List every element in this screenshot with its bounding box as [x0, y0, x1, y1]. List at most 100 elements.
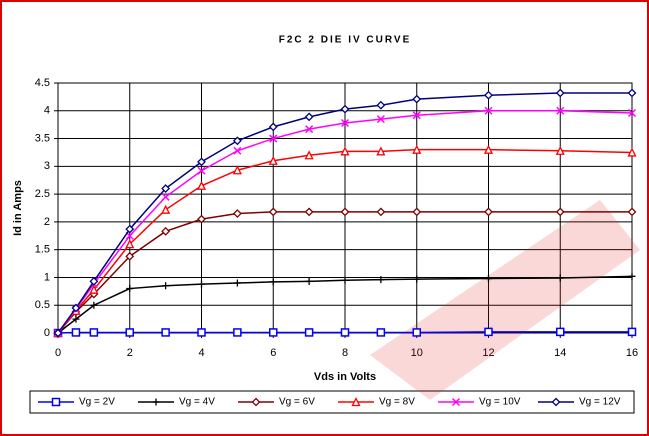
x-tick-label: 12 — [482, 347, 494, 359]
data-point — [341, 276, 349, 284]
x-tick-label: 2 — [127, 347, 133, 359]
data-point — [268, 155, 278, 165]
data-point — [72, 315, 80, 323]
legend-label: Vg = 6V — [279, 397, 315, 408]
data-point — [162, 282, 170, 290]
data-point — [125, 224, 135, 234]
data-point — [304, 112, 314, 122]
data-point — [555, 88, 565, 98]
data-point — [627, 147, 637, 157]
y-tick-label: 2.5 — [35, 188, 50, 200]
data-point — [412, 144, 422, 154]
legend-label: Vg = 2V — [79, 397, 115, 408]
data-point — [53, 328, 63, 338]
y-tick-label: 0 — [44, 327, 50, 339]
legend-label: Vg = 10V — [479, 397, 521, 408]
data-point — [197, 166, 206, 175]
data-point — [232, 209, 242, 218]
legend-marker — [251, 397, 261, 407]
data-point — [233, 146, 242, 155]
data-point — [485, 275, 492, 283]
x-axis-label: Vds in Volts — [314, 371, 376, 383]
data-point — [161, 226, 171, 236]
y-tick-label: 2 — [44, 216, 50, 228]
x-tick-label: 16 — [626, 347, 638, 359]
data-point — [412, 207, 422, 217]
data-point — [161, 192, 170, 201]
data-point — [628, 272, 636, 280]
data-point — [377, 276, 385, 284]
data-point — [412, 94, 422, 104]
data-point — [556, 274, 564, 282]
data-point — [125, 239, 135, 249]
data-point — [232, 165, 242, 175]
watermark — [370, 200, 640, 400]
data-point — [627, 88, 637, 98]
data-point — [484, 90, 493, 100]
data-point — [304, 207, 314, 217]
data-point — [340, 104, 350, 114]
data-point — [376, 328, 386, 337]
data-point — [483, 144, 494, 154]
data-point — [125, 328, 134, 337]
data-point — [233, 279, 241, 287]
x-tick-label: 4 — [198, 347, 204, 359]
y-axis-label: Id in Amps — [12, 180, 24, 236]
data-point — [269, 328, 278, 337]
data-point — [161, 184, 171, 193]
x-tick-label: 0 — [55, 347, 61, 359]
y-tick-label: 3.5 — [35, 132, 50, 144]
data-point — [376, 100, 386, 110]
data-point — [232, 136, 242, 146]
legend-label: Vg = 12V — [579, 397, 621, 408]
data-point — [71, 303, 81, 313]
y-tick-label: 4 — [44, 105, 50, 117]
data-point — [340, 146, 350, 156]
legend-marker — [152, 398, 160, 406]
data-point — [484, 106, 493, 115]
legend-marker — [351, 397, 361, 407]
data-point — [305, 277, 313, 285]
legend-label: Vg = 4V — [179, 397, 215, 408]
data-point — [89, 284, 99, 294]
y-tick-label: 1.5 — [35, 244, 50, 256]
data-point — [340, 207, 350, 217]
x-tick-label: 8 — [342, 347, 348, 359]
chart-title: F2C 2 DIE IV CURVE — [279, 35, 412, 46]
data-point — [484, 327, 493, 337]
y-tick-label: 0.5 — [35, 299, 50, 311]
data-point — [89, 328, 99, 337]
legend-box — [29, 390, 635, 414]
data-point — [376, 115, 385, 124]
data-point — [627, 327, 637, 337]
data-point — [71, 328, 81, 337]
legend-marker — [451, 397, 461, 407]
y-tick-label: 3 — [44, 160, 50, 172]
data-point — [89, 276, 99, 286]
data-point — [161, 328, 170, 337]
data-point — [376, 207, 386, 217]
y-tick-label: 1 — [44, 271, 50, 283]
data-point — [484, 207, 493, 217]
data-point — [125, 251, 135, 261]
data-point — [556, 106, 565, 115]
data-point — [161, 204, 171, 214]
data-point — [555, 207, 565, 217]
data-point — [197, 328, 206, 337]
x-tick-label: 14 — [554, 347, 566, 359]
data-point — [304, 150, 314, 160]
data-point — [196, 180, 207, 190]
legend-marker — [551, 397, 561, 407]
data-point — [376, 146, 386, 156]
data-point — [268, 122, 278, 132]
data-point — [556, 327, 565, 337]
x-tick-label: 6 — [270, 347, 276, 359]
y-tick-label: 4.5 — [35, 77, 50, 89]
data-point — [627, 207, 637, 217]
data-point — [269, 278, 277, 286]
legend-marker — [51, 397, 61, 407]
data-point — [412, 328, 421, 337]
data-point — [627, 108, 637, 118]
